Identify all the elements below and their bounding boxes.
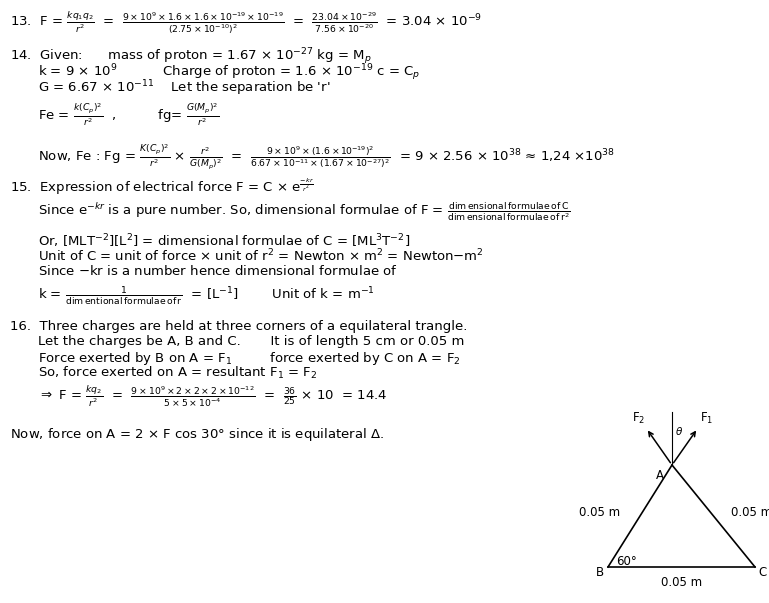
Text: 0.05 m: 0.05 m [661,576,702,589]
Text: A: A [656,469,664,482]
Text: 60°: 60° [616,555,637,568]
Text: Or, [MLT$^{-2}$][L$^2$] = dimensional formulae of C = [ML$^3$T$^{-2}$]: Or, [MLT$^{-2}$][L$^2$] = dimensional fo… [38,232,410,250]
Text: Since $-$kr is a number hence dimensional formulae of: Since $-$kr is a number hence dimensiona… [38,264,398,278]
Text: F$_2$: F$_2$ [632,411,645,426]
Text: $\theta$: $\theta$ [675,425,683,437]
Text: 0.05 m: 0.05 m [731,507,769,520]
Text: 13.  F = $\frac{kq_1q_2}{r^2}$  =  $\frac{9\times10^9\times1.6\times1.6\times10^: 13. F = $\frac{kq_1q_2}{r^2}$ = $\frac{9… [10,10,482,36]
Text: $\Rightarrow$ F = $\frac{kq_2}{r^2}$  =  $\frac{9\times10^9\times2\times2\times2: $\Rightarrow$ F = $\frac{kq_2}{r^2}$ = $… [38,384,388,409]
Text: C: C [758,566,766,579]
Text: 16.  Three charges are held at three corners of a equilateral trangle.: 16. Three charges are held at three corn… [10,320,468,333]
Text: Unit of C = unit of force × unit of r$^2$ = Newton × m$^2$ = Newton$-$m$^2$: Unit of C = unit of force × unit of r$^2… [38,248,484,265]
Text: 15.  Expression of electrical force F = C × e$^{\frac{-kr}{r^2}}$: 15. Expression of electrical force F = C… [10,176,314,197]
Text: 14.  Given:      mass of proton = 1.67 × 10$^{-27}$ kg = M$_p$: 14. Given: mass of proton = 1.67 × 10$^{… [10,46,371,66]
Text: So, force exerted on A = resultant F$_1$ = F$_2$: So, force exerted on A = resultant F$_1$… [38,365,318,381]
Text: Now, force on A = 2 × F cos 30° since it is equilateral $\Delta$.: Now, force on A = 2 × F cos 30° since it… [10,426,384,443]
Text: 0.05 m: 0.05 m [579,507,621,520]
Text: Fe = $\frac{k(C_p)^2}{r^2}$  ,          fg= $\frac{G(M_p)^2}{r^2}$: Fe = $\frac{k(C_p)^2}{r^2}$ , fg= $\frac… [38,101,219,128]
Text: Let the charges be A, B and C.       It is of length 5 cm or 0.05 m: Let the charges be A, B and C. It is of … [38,335,464,348]
Text: F$_1$: F$_1$ [700,411,713,426]
Text: G = 6.67 × 10$^{-11}$    Let the separation be 'r': G = 6.67 × 10$^{-11}$ Let the separation… [38,78,331,98]
Text: Now, Fe : Fg = $\frac{K(C_p)^2}{r^2}$ × $\frac{r^2}{G(M_p)^2}$  =  $\frac{9\time: Now, Fe : Fg = $\frac{K(C_p)^2}{r^2}$ × … [38,142,615,171]
Text: Since e$^{-kr}$ is a pure number. So, dimensional formulae of F = $\frac{\mathrm: Since e$^{-kr}$ is a pure number. So, di… [38,200,571,223]
Text: k = $\frac{1}{\mathrm{dim\,entional\,formulae\,of\,r}}$  = [L$^{-1}$]        Uni: k = $\frac{1}{\mathrm{dim\,entional\,for… [38,284,375,307]
Text: B: B [596,566,604,579]
Text: k = 9 × 10$^9$           Charge of proton = 1.6 × 10$^{-19}$ c = C$_p$: k = 9 × 10$^9$ Charge of proton = 1.6 × … [38,62,420,83]
Text: Force exerted by B on A = F$_1$         force exerted by C on A = F$_2$: Force exerted by B on A = F$_1$ force ex… [38,350,461,367]
